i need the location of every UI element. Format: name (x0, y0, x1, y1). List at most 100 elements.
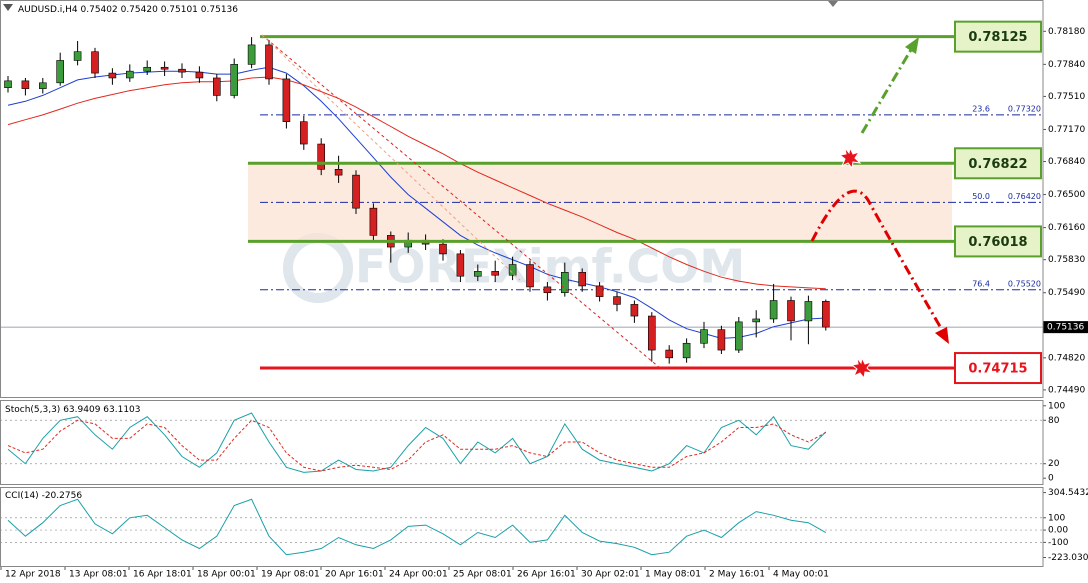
title-value: -20.2756 (42, 491, 83, 501)
x-tick-label: 26 Apr 16:01 (517, 570, 576, 580)
stoch-title: Stoch(5,3,3) 63.9409 63.1103 (5, 405, 141, 415)
menu-icon (3, 4, 13, 11)
indicator-line (7, 412, 827, 473)
candle-body (700, 329, 708, 344)
x-tick-label: 25 Apr 08:01 (453, 570, 512, 580)
title: Stoch(5,3,3) (5, 405, 60, 415)
x-tick-label: 24 Apr 00:01 (389, 570, 448, 580)
x-tick-label: 18 Apr 00:01 (197, 570, 256, 580)
candle-body (317, 143, 326, 170)
fib-ratio: 50.0 (972, 192, 990, 201)
candle-body (595, 285, 604, 297)
down-arrow (810, 189, 944, 331)
fib-price: 0.75520 (1008, 279, 1041, 288)
burst (838, 146, 862, 170)
y-tick-label: -223.0306 (1048, 553, 1088, 563)
candle-body (369, 207, 378, 236)
candle-body (769, 300, 778, 320)
y-tick-label: 0.76160 (1048, 223, 1085, 233)
y-tick-label: 0.76840 (1048, 157, 1085, 167)
candle-body (73, 51, 82, 61)
main-title: AUDUSD.i,H4 0.75402 0.75420 0.75101 0.75… (18, 5, 238, 15)
candle-body (334, 169, 343, 176)
candle-body (804, 301, 813, 322)
y-tick-label: 0.77840 (1048, 60, 1085, 70)
y-tick-label: 80 (1048, 416, 1060, 426)
y-tick-label: 0.74490 (1048, 385, 1085, 395)
up-arrowhead (905, 37, 919, 54)
cci-title: CCI(14) -20.2756 (5, 491, 82, 501)
down-arrowhead (935, 327, 949, 344)
trend-line (261, 34, 661, 369)
x-tick-label: 4 May 00:01 (773, 570, 829, 580)
title-value: 63.9409 (63, 405, 100, 415)
cci-frame (0, 487, 1044, 567)
candle-body (821, 300, 830, 328)
watermark: FOREXimf.COM (283, 233, 745, 303)
candle-body (213, 77, 221, 96)
candle-body (717, 329, 726, 351)
indicator-line (7, 419, 827, 472)
candle-body (265, 44, 273, 80)
main-frame (0, 0, 1044, 398)
y-tick-label: 0.77170 (1048, 125, 1085, 135)
candle-body (352, 174, 360, 209)
candle-body (682, 342, 691, 359)
candle-body (665, 349, 674, 359)
x-tick-label: 19 Apr 08:01 (261, 570, 320, 580)
y-tick-label: 0.78180 (1048, 27, 1085, 37)
candle-body (647, 315, 656, 351)
trend-line (261, 34, 521, 281)
x-tick-label: 2 May 16:01 (709, 570, 765, 580)
title-value: 0.75101 (161, 5, 198, 15)
title: AUDUSD.i,H4 (18, 5, 78, 15)
level-box (954, 225, 1042, 258)
fib-ratio: 76.4 (972, 279, 990, 288)
candle-body (56, 60, 65, 84)
candle-body (456, 253, 465, 277)
candle-body (91, 51, 99, 74)
candle-body (752, 318, 761, 323)
candle-body (508, 264, 517, 276)
x-tick-label: 12 Apr 2018 (5, 570, 61, 580)
title-value: 0.75402 (81, 5, 118, 15)
y-tick-label: 0.76500 (1048, 190, 1085, 200)
level-label: 0.74715 (968, 362, 1027, 377)
candle-body (195, 71, 204, 79)
x-tick-label: 30 Apr 02:01 (581, 570, 640, 580)
level-label: 0.78125 (968, 30, 1027, 45)
candle-body (613, 296, 621, 305)
indicator-line (7, 498, 827, 556)
candle-body (4, 80, 12, 88)
level-box (954, 147, 1042, 180)
candle-body (143, 66, 151, 72)
y-tick-label: 304.5432 (1048, 488, 1088, 498)
fib-price: 0.77320 (1008, 104, 1041, 113)
fib-price: 0.76420 (1008, 192, 1041, 201)
candle-body (178, 68, 186, 73)
candle-body (787, 300, 795, 322)
candle-body (578, 272, 587, 287)
level-label: 0.76018 (968, 235, 1027, 250)
level-box (954, 20, 1042, 53)
level-box (954, 352, 1042, 385)
candle-body (38, 82, 47, 89)
candle-body (439, 243, 447, 255)
up-arrow (860, 47, 914, 134)
candle-body (282, 78, 291, 122)
level-label: 0.76822 (968, 157, 1027, 172)
candle-body (473, 271, 482, 277)
watermark-text: FOREXimf.COM (355, 240, 745, 294)
y-tick-label: 100 (1048, 513, 1065, 523)
candle-body (108, 72, 117, 79)
title: CCI(14) (5, 491, 39, 501)
x-tick-label: 1 May 08:01 (645, 570, 701, 580)
y-tick-label: -100 (1048, 538, 1069, 548)
candle-body (126, 70, 134, 79)
stoch-frame (0, 400, 1044, 485)
candle-body (247, 44, 256, 65)
candle-body (230, 64, 238, 96)
fib-ratio: 23.6 (972, 104, 990, 113)
price-tag-label: 0.75136 (1047, 323, 1084, 333)
